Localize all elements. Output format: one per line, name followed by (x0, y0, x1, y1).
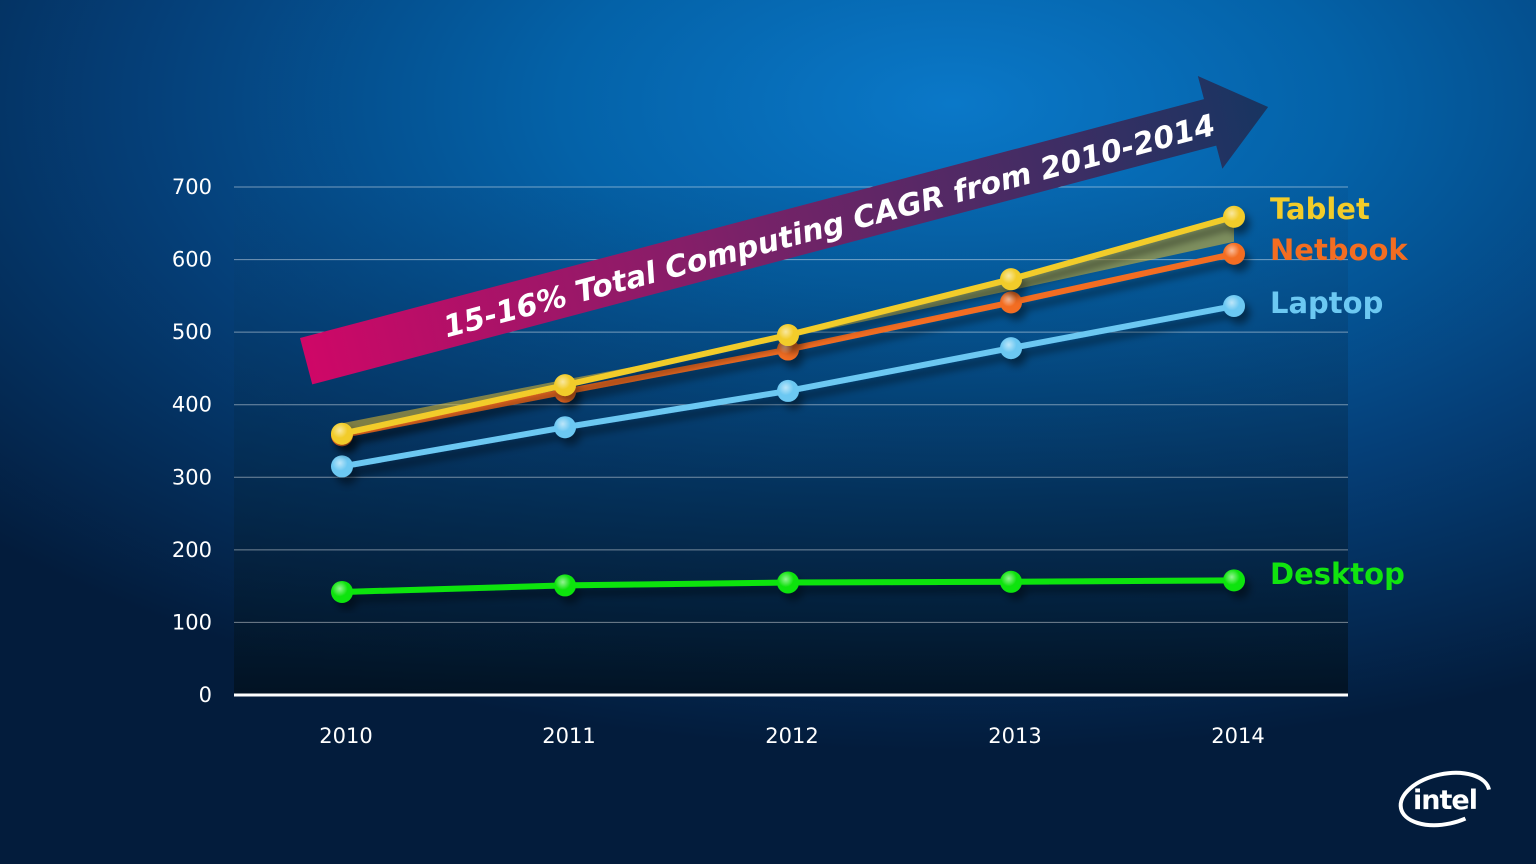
data-point-highlight (331, 580, 353, 603)
data-point-highlight (331, 455, 353, 478)
series-labels: Tablet Netbook Laptop Desktop (1270, 192, 1408, 591)
series-desktop (331, 569, 1245, 603)
y-tick-label: 200 (172, 538, 212, 562)
data-point-highlight (1223, 569, 1245, 592)
data-point-highlight (777, 379, 799, 402)
series-label-netbook: Netbook (1270, 233, 1408, 267)
x-tick-label: 2011 (542, 724, 595, 748)
x-axis-ticks: 2010 2011 2012 2013 2014 (319, 724, 1264, 748)
cagr-arrow-shape (300, 75, 1269, 385)
y-tick-label: 0 (199, 683, 212, 707)
data-point-highlight (1223, 242, 1245, 265)
data-point-highlight (554, 574, 576, 597)
data-point-highlight (1000, 291, 1022, 314)
data-point-highlight (1000, 268, 1022, 291)
y-axis-ticks: 0 100 200 300 400 500 600 700 (172, 175, 212, 707)
x-tick-label: 2012 (765, 724, 818, 748)
y-tick-label: 300 (172, 465, 212, 489)
data-point-highlight (331, 422, 353, 445)
series-label-laptop: Laptop (1270, 286, 1383, 320)
y-tick-label: 100 (172, 610, 212, 634)
x-tick-label: 2013 (988, 724, 1041, 748)
data-point-highlight (1223, 295, 1245, 318)
y-tick-label: 400 (172, 393, 212, 417)
data-point-highlight (777, 324, 799, 347)
series-label-tablet: Tablet (1270, 192, 1370, 226)
intel-logo: intel (1398, 770, 1492, 828)
data-point-highlight (777, 571, 799, 594)
x-tick-label: 2014 (1211, 724, 1264, 748)
series-laptop (331, 295, 1245, 478)
y-tick-label: 500 (172, 320, 212, 344)
y-tick-label: 700 (172, 175, 212, 199)
data-point-highlight (1000, 337, 1022, 360)
series-tablet (331, 205, 1245, 445)
x-tick-label: 2010 (319, 724, 372, 748)
data-point-highlight (554, 416, 576, 439)
series-label-desktop: Desktop (1270, 557, 1405, 591)
data-point-highlight (1223, 205, 1245, 228)
series-group (331, 205, 1245, 603)
series-netbook (331, 242, 1245, 447)
y-tick-label: 600 (172, 248, 212, 272)
data-point-highlight (1000, 570, 1022, 593)
svg-text:intel: intel (1413, 785, 1477, 816)
data-point-highlight (554, 374, 576, 397)
